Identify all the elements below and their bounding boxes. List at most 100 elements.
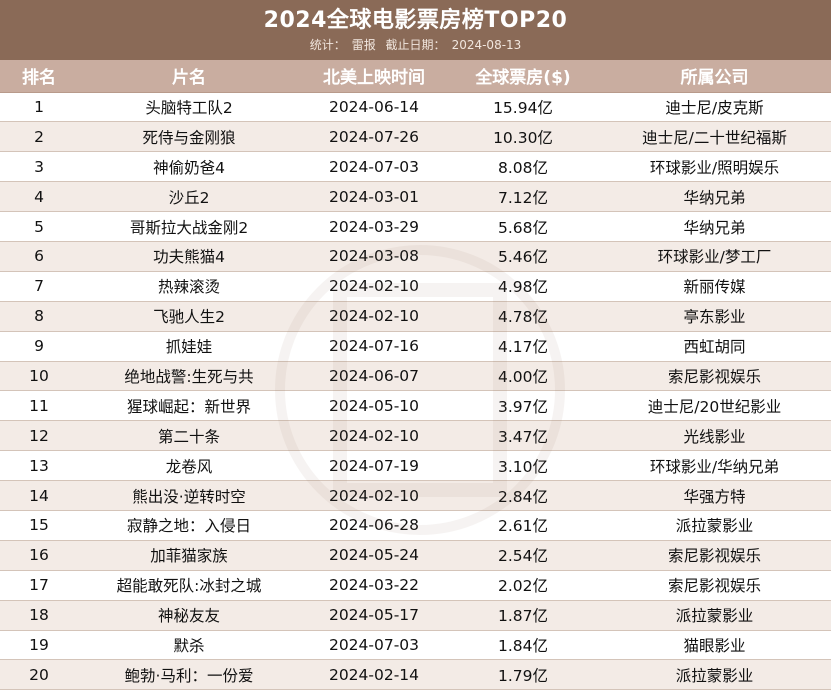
cell-box-office: 15.94亿	[448, 92, 598, 123]
cell-box-office: 8.08亿	[448, 151, 598, 183]
cell-release-date: 2024-03-08	[300, 241, 448, 272]
cell-title: 哥斯拉大战金刚2	[78, 211, 300, 242]
table-header-row: 排名 片名 北美上映时间 全球票房($) 所属公司	[0, 60, 831, 93]
cell-rank: 17	[0, 570, 78, 601]
column-header-rank: 排名	[0, 60, 78, 93]
cell-box-office: 3.10亿	[448, 450, 598, 482]
cell-release-date: 2024-03-01	[300, 181, 448, 213]
cell-box-office: 4.78亿	[448, 301, 598, 332]
cell-company: 华强方特	[598, 480, 831, 511]
cell-rank: 14	[0, 480, 78, 511]
cell-box-office: 1.79亿	[448, 659, 598, 690]
cell-box-office: 3.97亿	[448, 390, 598, 422]
cell-company: 环球影业/照明娱乐	[598, 151, 831, 183]
cell-company: 环球影业/梦工厂	[598, 241, 831, 272]
cell-rank: 9	[0, 331, 78, 362]
table-row: 15 寂静之地：入侵日 2024-06-28 2.61亿 派拉蒙影业	[0, 510, 831, 541]
cell-company: 华纳兄弟	[598, 211, 831, 242]
cell-company: 索尼影视娱乐	[598, 570, 831, 601]
cell-company: 光线影业	[598, 420, 831, 452]
cell-title: 沙丘2	[78, 181, 300, 213]
cell-title: 热辣滚烫	[78, 271, 300, 302]
cell-release-date: 2024-07-19	[300, 450, 448, 482]
cell-company: 环球影业/华纳兄弟	[598, 450, 831, 482]
cell-box-office: 5.46亿	[448, 241, 598, 272]
subtitle: 统计： 雷报 截止日期： 2024-08-13	[0, 36, 831, 54]
table-row: 9 抓娃娃 2024-07-16 4.17亿 西虹胡同	[0, 331, 831, 362]
cell-rank: 20	[0, 659, 78, 690]
column-header-release-date: 北美上映时间	[300, 60, 448, 93]
cell-rank: 7	[0, 271, 78, 302]
cell-release-date: 2024-07-16	[300, 331, 448, 362]
cell-box-office: 10.30亿	[448, 121, 598, 153]
table-row: 18 神秘友友 2024-05-17 1.87亿 派拉蒙影业	[0, 600, 831, 631]
cell-company: 亭东影业	[598, 301, 831, 332]
cell-title: 默杀	[78, 630, 300, 661]
table-row: 16 加菲猫家族 2024-05-24 2.54亿 索尼影视娱乐	[0, 540, 831, 571]
cell-company: 迪士尼/20世纪影业	[598, 390, 831, 422]
cell-rank: 8	[0, 301, 78, 332]
cell-title: 头脑特工队2	[78, 92, 300, 123]
column-header-title: 片名	[78, 60, 300, 93]
cell-release-date: 2024-02-10	[300, 420, 448, 452]
table-row: 17 超能敢死队:冰封之城 2024-03-22 2.02亿 索尼影视娱乐	[0, 570, 831, 601]
cell-box-office: 1.84亿	[448, 630, 598, 661]
cell-title: 绝地战警:生死与共	[78, 361, 300, 392]
cell-title: 神偷奶爸4	[78, 151, 300, 183]
cell-title: 超能敢死队:冰封之城	[78, 570, 300, 601]
table-row: 4 沙丘2 2024-03-01 7.12亿 华纳兄弟	[0, 181, 831, 213]
page-title: 2024全球电影票房榜TOP20	[263, 8, 568, 33]
table-row: 2 死侍与金刚狼 2024-07-26 10.30亿 迪士尼/二十世纪福斯	[0, 121, 831, 153]
title-banner: 2024全球电影票房榜TOP20 统计： 雷报 截止日期： 2024-08-13	[0, 0, 831, 60]
cell-company: 猫眼影业	[598, 630, 831, 661]
cell-title: 寂静之地：入侵日	[78, 510, 300, 541]
cell-company: 派拉蒙影业	[598, 510, 831, 541]
cell-box-office: 5.68亿	[448, 211, 598, 242]
table-row: 12 第二十条 2024-02-10 3.47亿 光线影业	[0, 420, 831, 452]
table-row: 20 鲍勃·马利：一份爱 2024-02-14 1.79亿 派拉蒙影业	[0, 659, 831, 690]
cell-release-date: 2024-03-22	[300, 570, 448, 601]
cell-release-date: 2024-02-10	[300, 301, 448, 332]
stats-label: 统计：	[309, 38, 346, 52]
cell-company: 迪士尼/皮克斯	[598, 92, 831, 123]
cell-company: 华纳兄弟	[598, 181, 831, 213]
cell-box-office: 4.17亿	[448, 331, 598, 362]
cell-box-office: 4.00亿	[448, 361, 598, 392]
cell-rank: 16	[0, 540, 78, 571]
table-row: 13 龙卷风 2024-07-19 3.10亿 环球影业/华纳兄弟	[0, 450, 831, 482]
cell-rank: 13	[0, 450, 78, 482]
cell-release-date: 2024-07-03	[300, 151, 448, 183]
stats-source: 雷报	[351, 38, 376, 52]
table-row: 7 热辣滚烫 2024-02-10 4.98亿 新丽传媒	[0, 271, 831, 302]
cell-rank: 3	[0, 151, 78, 183]
cell-title: 加菲猫家族	[78, 540, 300, 571]
cell-release-date: 2024-03-29	[300, 211, 448, 242]
cell-title: 抓娃娃	[78, 331, 300, 362]
cell-title: 猩球崛起：新世界	[78, 390, 300, 422]
cell-rank: 18	[0, 600, 78, 631]
cell-release-date: 2024-05-10	[300, 390, 448, 422]
cell-company: 派拉蒙影业	[598, 600, 831, 631]
cell-release-date: 2024-02-10	[300, 271, 448, 302]
cell-title: 鲍勃·马利：一份爱	[78, 659, 300, 690]
cell-title: 飞驰人生2	[78, 301, 300, 332]
cell-release-date: 2024-06-14	[300, 92, 448, 123]
cell-release-date: 2024-07-26	[300, 121, 448, 153]
date-value: 2024-08-13	[451, 38, 522, 52]
table-row: 14 熊出没·逆转时空 2024-02-10 2.84亿 华强方特	[0, 480, 831, 511]
cell-release-date: 2024-06-28	[300, 510, 448, 541]
cell-title: 熊出没·逆转时空	[78, 480, 300, 511]
cell-rank: 4	[0, 181, 78, 213]
table-row: 3 神偷奶爸4 2024-07-03 8.08亿 环球影业/照明娱乐	[0, 151, 831, 183]
cell-release-date: 2024-02-14	[300, 659, 448, 690]
table-row: 10 绝地战警:生死与共 2024-06-07 4.00亿 索尼影视娱乐	[0, 361, 831, 392]
cell-rank: 15	[0, 510, 78, 541]
cell-rank: 6	[0, 241, 78, 272]
cell-box-office: 2.61亿	[448, 510, 598, 541]
cell-company: 迪士尼/二十世纪福斯	[598, 121, 831, 153]
table-row: 19 默杀 2024-07-03 1.84亿 猫眼影业	[0, 630, 831, 661]
table-row: 6 功夫熊猫4 2024-03-08 5.46亿 环球影业/梦工厂	[0, 241, 831, 272]
cell-release-date: 2024-02-10	[300, 480, 448, 511]
table-row: 11 猩球崛起：新世界 2024-05-10 3.97亿 迪士尼/20世纪影业	[0, 390, 831, 422]
